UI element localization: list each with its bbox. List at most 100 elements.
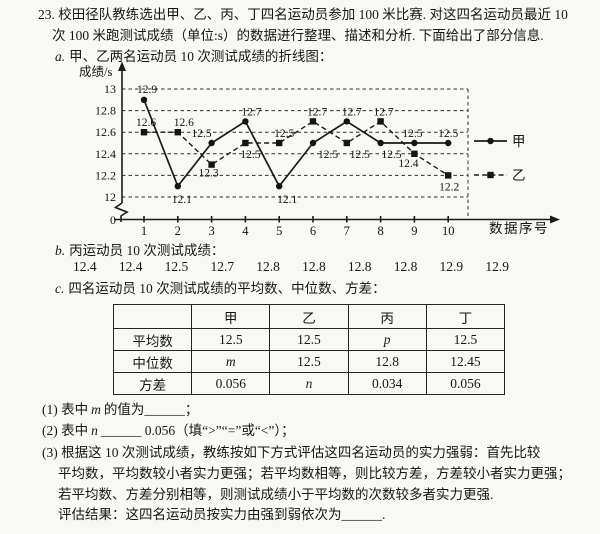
table-header: 甲 (191, 304, 271, 329)
table-cell: 12.8 (347, 350, 427, 373)
data-label: 12.4 (398, 158, 418, 170)
q2-text2: 0.056（填“>”“=”或“<”）； (144, 423, 295, 438)
q1-variable: m (91, 402, 101, 417)
y-tick-label: 12.8 (95, 104, 116, 118)
question-2: (2) 表中 n ______ 0.056（填“>”“=”或“<”）； (42, 423, 295, 439)
data-label: 12.5 (192, 128, 212, 140)
y-tick-label: 13 (104, 82, 116, 96)
table-header: 乙 (269, 304, 349, 329)
data-label: 12.3 (199, 168, 219, 180)
score-value: 12.8 (256, 259, 280, 274)
data-label: 12.6 (174, 117, 194, 129)
score-value: 12.4 (118, 259, 143, 274)
legend-label: 甲 (512, 134, 526, 149)
problem-line-1: 23. 校田径队教练选出甲、乙、丙、丁四名运动员参加 100 米比赛. 对这四名… (38, 7, 568, 22)
score-value: 12.7 (210, 259, 235, 274)
question-3-line-4: 评估结果：这四名运动员按实力由强到弱依次为______. (58, 507, 386, 522)
score-value: 12.9 (439, 259, 464, 274)
q1-answer-blank: ______ (144, 402, 185, 417)
data-label: 12.5 (402, 128, 422, 140)
data-label: 12.7 (307, 106, 327, 118)
item-c-marker: c. (55, 281, 65, 296)
question-1: (1) 表中 m 的值为______； (42, 402, 198, 418)
y-tick-label: 12 (104, 190, 116, 204)
y-axis-title: 成绩/s (79, 65, 112, 79)
data-point (343, 139, 350, 147)
item-a-line: a. 甲、乙两名运动员 10 次测试成绩的折线图： (55, 49, 332, 65)
table-cell: 12.5 (269, 328, 349, 351)
data-label: 12.7 (342, 106, 362, 118)
x-tick-label: 5 (276, 224, 282, 238)
item-c-text: 四名运动员 10 次测试成绩的平均数、中位数、方差： (68, 281, 386, 296)
data-point (208, 161, 215, 168)
item-c-line: c. 四名运动员 10 次测试成绩的平均数、中位数、方差： (55, 281, 386, 297)
item-b-text: 丙运动员 10 次测试成绩： (69, 243, 225, 258)
table-cell: 0.056 (425, 372, 506, 395)
data-point (174, 129, 181, 136)
data-label: 12.1 (172, 194, 192, 206)
data-label: 12.5 (382, 149, 402, 161)
x-tick-label: 7 (344, 224, 350, 238)
q1-text: 表中 (61, 402, 89, 417)
x-tick-label: 1 (141, 224, 147, 238)
table-header: 丁 (425, 304, 506, 329)
series-line-yi (144, 120, 449, 176)
scores-row: 12.4 12.4 12.5 12.7 12.8 12.8 12.8 12.8 12.9 12.9 (73, 259, 509, 275)
x-tick-label: 2 (175, 224, 181, 238)
score-value: 12.5 (164, 259, 189, 274)
x-tick-label: 8 (377, 224, 383, 238)
axis-break (113, 202, 129, 222)
y-tick-label: 12.2 (95, 168, 116, 182)
legend-circle-marker-icon (487, 137, 494, 145)
x-tick-label: 6 (310, 224, 316, 238)
table-cell: m (191, 350, 271, 373)
data-point (445, 172, 452, 179)
data-point (242, 118, 249, 125)
y-tick-label: 0 (110, 213, 116, 227)
legend-square-marker-icon (487, 171, 494, 179)
score-value: 12.8 (302, 259, 326, 274)
data-point (377, 139, 384, 147)
x-tick-label: 4 (242, 224, 249, 238)
x-axis-arrow-icon (550, 215, 560, 224)
score-value: 12.8 (393, 259, 418, 274)
table-cell: 0.056 (191, 372, 271, 395)
x-axis-title: 数据序号 (489, 221, 549, 236)
data-label: 12.2 (439, 181, 459, 193)
score-value: 12.9 (485, 259, 509, 274)
data-label: 12.5 (274, 128, 294, 140)
table-cell: n (269, 372, 349, 395)
table-cell: 12.5 (425, 328, 506, 351)
question-3-line-1: (3) 根据这 10 次测试成绩，教练按如下方式评估这四名运动员的实力强弱：首先… (42, 445, 541, 460)
q1-tail: ； (184, 402, 199, 417)
data-label: 12.9 (137, 84, 157, 96)
data-label: 12.5 (350, 149, 370, 161)
score-value: 12.8 (347, 259, 372, 274)
q2-variable: n (91, 423, 98, 438)
series-line-jia (143, 99, 449, 188)
data-point (309, 118, 317, 125)
data-label: 12.7 (374, 106, 394, 118)
x-tick-label: 10 (442, 224, 455, 238)
question-3-line-3: 若平均数、方差分别相等，则测试成绩小于平均数的次数较多者实力更强. (58, 487, 494, 502)
data-point (174, 183, 181, 190)
q2-answer-blank: ______ (100, 423, 142, 438)
data-label: 12.5 (438, 128, 458, 140)
item-b-marker: b. (55, 243, 66, 258)
data-label: 12.1 (277, 194, 297, 206)
data-label: 12.5 (240, 149, 260, 161)
problem-line-2: 次 100 米跑测试成绩（单位:s）的数据进行整理、描述和分析. 下面给出了部分… (52, 28, 544, 43)
data-point (140, 96, 148, 104)
q2-text: 表中 (61, 423, 89, 438)
q1-number: (1) (42, 402, 58, 417)
table-cell: p (347, 328, 427, 351)
question-3-line-2: 平均数，平均数较小者实力更强；若平均数相等，则比较方差，方差较小者实力更强； (58, 466, 571, 481)
x-tick-label: 3 (208, 224, 214, 238)
data-point (343, 118, 350, 125)
table-row-label: 平均数 (112, 328, 193, 351)
data-point (140, 129, 148, 136)
table-cell: 0.034 (347, 372, 427, 395)
data-point (276, 183, 283, 190)
table-cell: 12.5 (191, 328, 271, 351)
